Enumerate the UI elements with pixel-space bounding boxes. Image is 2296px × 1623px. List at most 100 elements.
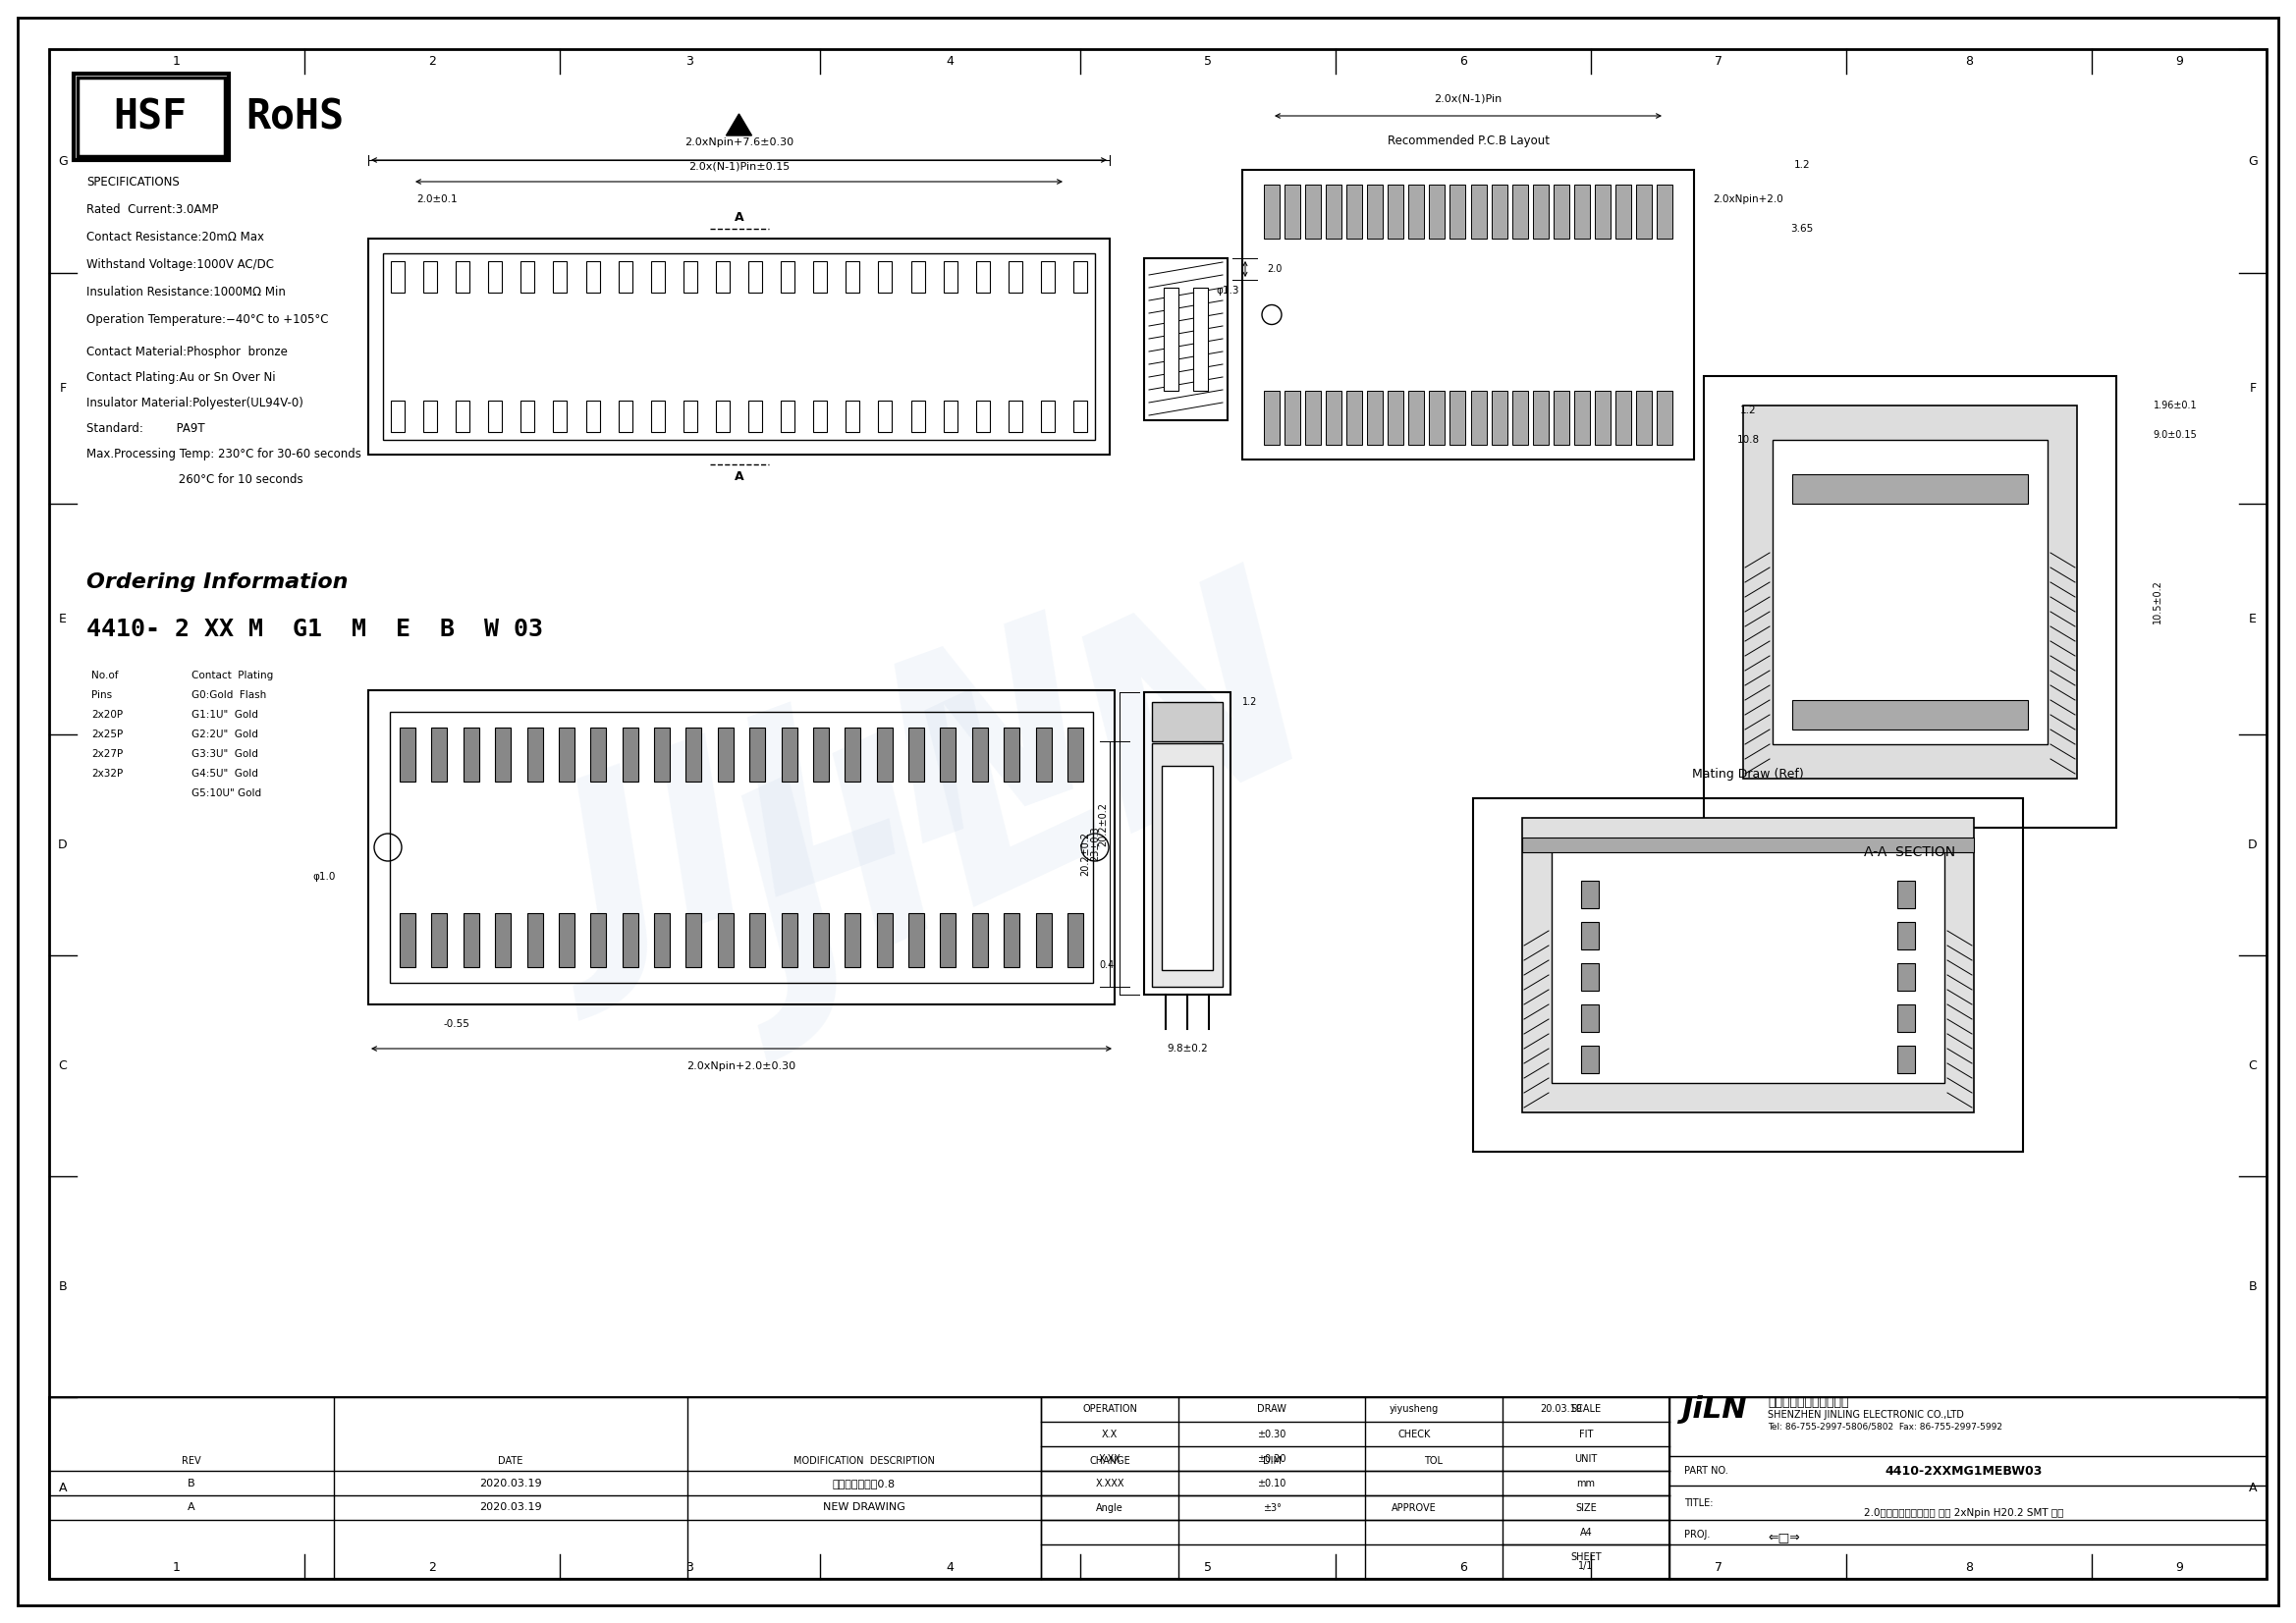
Bar [1582,922,1598,949]
Bar [650,261,664,292]
Bar [489,401,503,432]
Text: Contact Resistance:20mΩ Max: Contact Resistance:20mΩ Max [87,230,264,243]
Bar [1534,391,1548,445]
Bar [1637,185,1651,239]
Text: TOL: TOL [1424,1456,1444,1466]
Bar [1072,401,1086,432]
Text: 2.0xNpin+2.0±0.30: 2.0xNpin+2.0±0.30 [687,1061,797,1071]
Text: 2.0x(N-1)Pin±0.15: 2.0x(N-1)Pin±0.15 [689,161,790,170]
Text: ±0.10: ±0.10 [1258,1479,1286,1488]
Text: HSF: HSF [113,96,186,138]
Bar [1896,962,1915,990]
Bar [1596,391,1609,445]
Bar [1035,914,1052,967]
Bar [585,401,599,432]
Text: C: C [60,1060,67,1073]
Bar [1451,185,1465,239]
Text: 23±0.3: 23±0.3 [1091,826,1100,860]
Text: A-A  SECTION: A-A SECTION [1864,846,1956,859]
Text: CHANGE: CHANGE [1088,1456,1130,1466]
Bar [1575,391,1589,445]
Bar [1472,185,1486,239]
Bar [944,401,957,432]
Bar [1345,391,1362,445]
Bar [1513,185,1527,239]
Bar [909,727,925,782]
Bar [622,914,638,967]
Text: 20.2±0.2: 20.2±0.2 [1079,831,1091,875]
Text: X.XXX: X.XXX [1095,1479,1125,1488]
Bar [719,914,732,967]
Text: CHECK: CHECK [1398,1430,1430,1440]
Bar [1143,691,1231,995]
Text: 6: 6 [1460,1561,1467,1573]
Text: -0.55: -0.55 [443,1019,471,1029]
Text: B: B [60,1281,67,1294]
Text: Rated  Current:3.0AMP: Rated Current:3.0AMP [87,203,218,216]
Bar [558,727,574,782]
Bar [687,727,703,782]
Bar [1596,185,1609,239]
Text: SIZE: SIZE [1575,1503,1596,1513]
Text: SCALE: SCALE [1570,1404,1600,1414]
Bar [1896,922,1915,949]
Text: 1: 1 [172,1561,181,1573]
Text: Mating Draw (Ref): Mating Draw (Ref) [1692,768,1805,781]
Text: 0.4: 0.4 [1100,961,1114,971]
Text: 2020.03.19: 2020.03.19 [480,1479,542,1488]
Bar [941,914,955,967]
Bar [971,727,987,782]
Text: G: G [2248,154,2257,167]
Bar [877,727,893,782]
Bar [1283,391,1300,445]
Bar [1492,185,1506,239]
Bar [813,727,829,782]
Bar [748,727,765,782]
Text: G3:3U"  Gold: G3:3U" Gold [191,750,257,760]
Bar [1040,401,1054,432]
Bar [553,261,567,292]
Bar [590,727,606,782]
Text: 20.2±0.2: 20.2±0.2 [1097,802,1107,846]
Text: G4:5U"  Gold: G4:5U" Gold [191,769,257,779]
Bar [1283,185,1300,239]
Bar [941,727,955,782]
Bar [48,1397,2266,1579]
Bar [521,401,535,432]
Text: 2.0x(N-1)Pin: 2.0x(N-1)Pin [1435,93,1502,104]
Text: No.of: No.of [92,670,119,680]
Bar [400,727,416,782]
Bar [1153,703,1224,742]
Bar [553,401,567,432]
Bar [1743,406,2078,779]
Bar [879,401,893,432]
Bar [1345,185,1362,239]
Text: 8: 8 [1965,55,1972,67]
Text: RoHS: RoHS [246,96,344,138]
Bar [1164,287,1178,391]
Text: 2x20P: 2x20P [92,709,124,719]
Bar [432,914,448,967]
Text: 2x25P: 2x25P [92,729,124,740]
Bar [877,914,893,967]
Bar [457,401,471,432]
Text: G: G [57,154,67,167]
Text: 深圳市锦凌电子有限公司: 深圳市锦凌电子有限公司 [1768,1396,1848,1409]
Text: F: F [2250,381,2257,394]
Bar [748,401,762,432]
Bar [1896,1045,1915,1073]
Text: Pins: Pins [92,690,113,700]
Bar [1263,185,1279,239]
Bar [845,261,859,292]
Bar [400,914,416,967]
Text: 9.0±0.15: 9.0±0.15 [2154,430,2197,440]
Bar [1366,391,1382,445]
Text: 9.8±0.2: 9.8±0.2 [1166,1044,1208,1053]
Text: 2020.03.19: 2020.03.19 [480,1503,542,1513]
Text: 2.0xNpin+7.6±0.30: 2.0xNpin+7.6±0.30 [684,138,794,148]
Text: A4: A4 [1580,1527,1591,1537]
Text: A: A [735,469,744,482]
Text: SPECIFICATIONS: SPECIFICATIONS [87,175,179,188]
Bar [1554,391,1568,445]
Text: mm: mm [1577,1479,1596,1488]
